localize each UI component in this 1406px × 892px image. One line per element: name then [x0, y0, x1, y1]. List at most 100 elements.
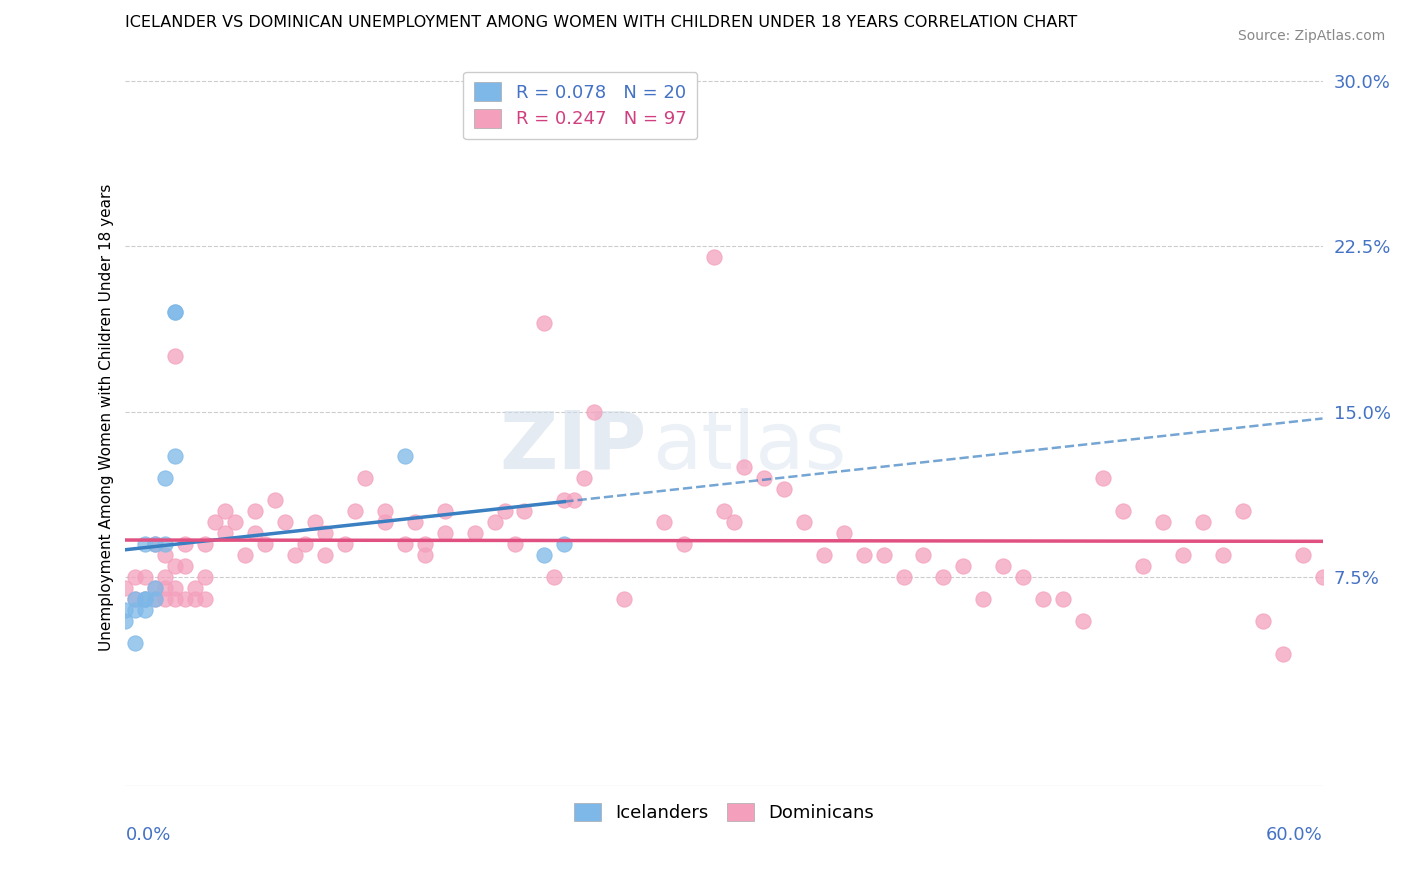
Point	[832, 525, 855, 540]
Point	[952, 558, 974, 573]
Text: ICELANDER VS DOMINICAN UNEMPLOYMENT AMONG WOMEN WITH CHILDREN UNDER 18 YEARS COR: ICELANDER VS DOMINICAN UNEMPLOYMENT AMON…	[125, 15, 1078, 30]
Point	[1012, 570, 1035, 584]
Point	[932, 570, 955, 584]
Point	[394, 449, 416, 463]
Point	[155, 548, 177, 562]
Point	[184, 592, 207, 607]
Point	[723, 515, 745, 529]
Point	[124, 603, 146, 617]
Point	[145, 537, 167, 551]
Point	[155, 537, 177, 551]
Point	[155, 471, 177, 485]
Point	[314, 525, 336, 540]
Point	[204, 515, 226, 529]
Point	[145, 581, 167, 595]
Point	[583, 404, 606, 418]
Point	[413, 537, 436, 551]
Point	[733, 459, 755, 474]
Point	[703, 250, 725, 264]
Legend: Icelanders, Dominicans: Icelanders, Dominicans	[567, 796, 882, 829]
Point	[243, 525, 266, 540]
Point	[165, 305, 187, 319]
Point	[1171, 548, 1194, 562]
Point	[1112, 504, 1135, 518]
Point	[174, 537, 197, 551]
Point	[264, 492, 287, 507]
Point	[294, 537, 316, 551]
Point	[652, 515, 675, 529]
Point	[165, 449, 187, 463]
Point	[343, 504, 366, 518]
Point	[574, 471, 596, 485]
Point	[165, 592, 187, 607]
Point	[224, 515, 246, 529]
Point	[713, 504, 735, 518]
Point	[134, 592, 156, 607]
Point	[374, 515, 396, 529]
Point	[613, 592, 636, 607]
Point	[184, 581, 207, 595]
Point	[174, 592, 197, 607]
Point	[752, 471, 775, 485]
Point	[145, 592, 167, 607]
Text: Source: ZipAtlas.com: Source: ZipAtlas.com	[1237, 29, 1385, 43]
Point	[114, 603, 136, 617]
Point	[852, 548, 875, 562]
Point	[304, 515, 326, 529]
Point	[503, 537, 526, 551]
Point	[912, 548, 935, 562]
Point	[134, 537, 156, 551]
Point	[673, 537, 696, 551]
Point	[194, 570, 217, 584]
Point	[1132, 558, 1154, 573]
Point	[165, 558, 187, 573]
Point	[155, 570, 177, 584]
Point	[243, 504, 266, 518]
Point	[394, 537, 416, 551]
Point	[494, 504, 516, 518]
Point	[114, 614, 136, 628]
Point	[134, 592, 156, 607]
Text: 0.0%: 0.0%	[125, 826, 172, 844]
Point	[155, 592, 177, 607]
Point	[233, 548, 256, 562]
Point	[553, 492, 575, 507]
Text: 60.0%: 60.0%	[1265, 826, 1323, 844]
Point	[374, 504, 396, 518]
Point	[813, 548, 835, 562]
Point	[124, 592, 146, 607]
Point	[1071, 614, 1094, 628]
Point	[1232, 504, 1254, 518]
Point	[484, 515, 506, 529]
Point	[404, 515, 426, 529]
Point	[134, 592, 156, 607]
Point	[972, 592, 994, 607]
Point	[772, 482, 794, 496]
Point	[533, 548, 555, 562]
Y-axis label: Unemployment Among Women with Children Under 18 years: Unemployment Among Women with Children U…	[100, 184, 114, 651]
Point	[124, 592, 146, 607]
Point	[413, 548, 436, 562]
Point	[155, 581, 177, 595]
Point	[872, 548, 894, 562]
Point	[214, 525, 236, 540]
Point	[893, 570, 915, 584]
Point	[1032, 592, 1054, 607]
Point	[114, 581, 136, 595]
Point	[284, 548, 307, 562]
Point	[1191, 515, 1213, 529]
Point	[1251, 614, 1274, 628]
Point	[793, 515, 815, 529]
Point	[214, 504, 236, 518]
Point	[124, 636, 146, 650]
Point	[145, 592, 167, 607]
Point	[1312, 570, 1334, 584]
Point	[1212, 548, 1234, 562]
Point	[513, 504, 536, 518]
Point	[1092, 471, 1115, 485]
Point	[145, 537, 167, 551]
Point	[314, 548, 336, 562]
Point	[145, 581, 167, 595]
Point	[543, 570, 565, 584]
Point	[553, 537, 575, 551]
